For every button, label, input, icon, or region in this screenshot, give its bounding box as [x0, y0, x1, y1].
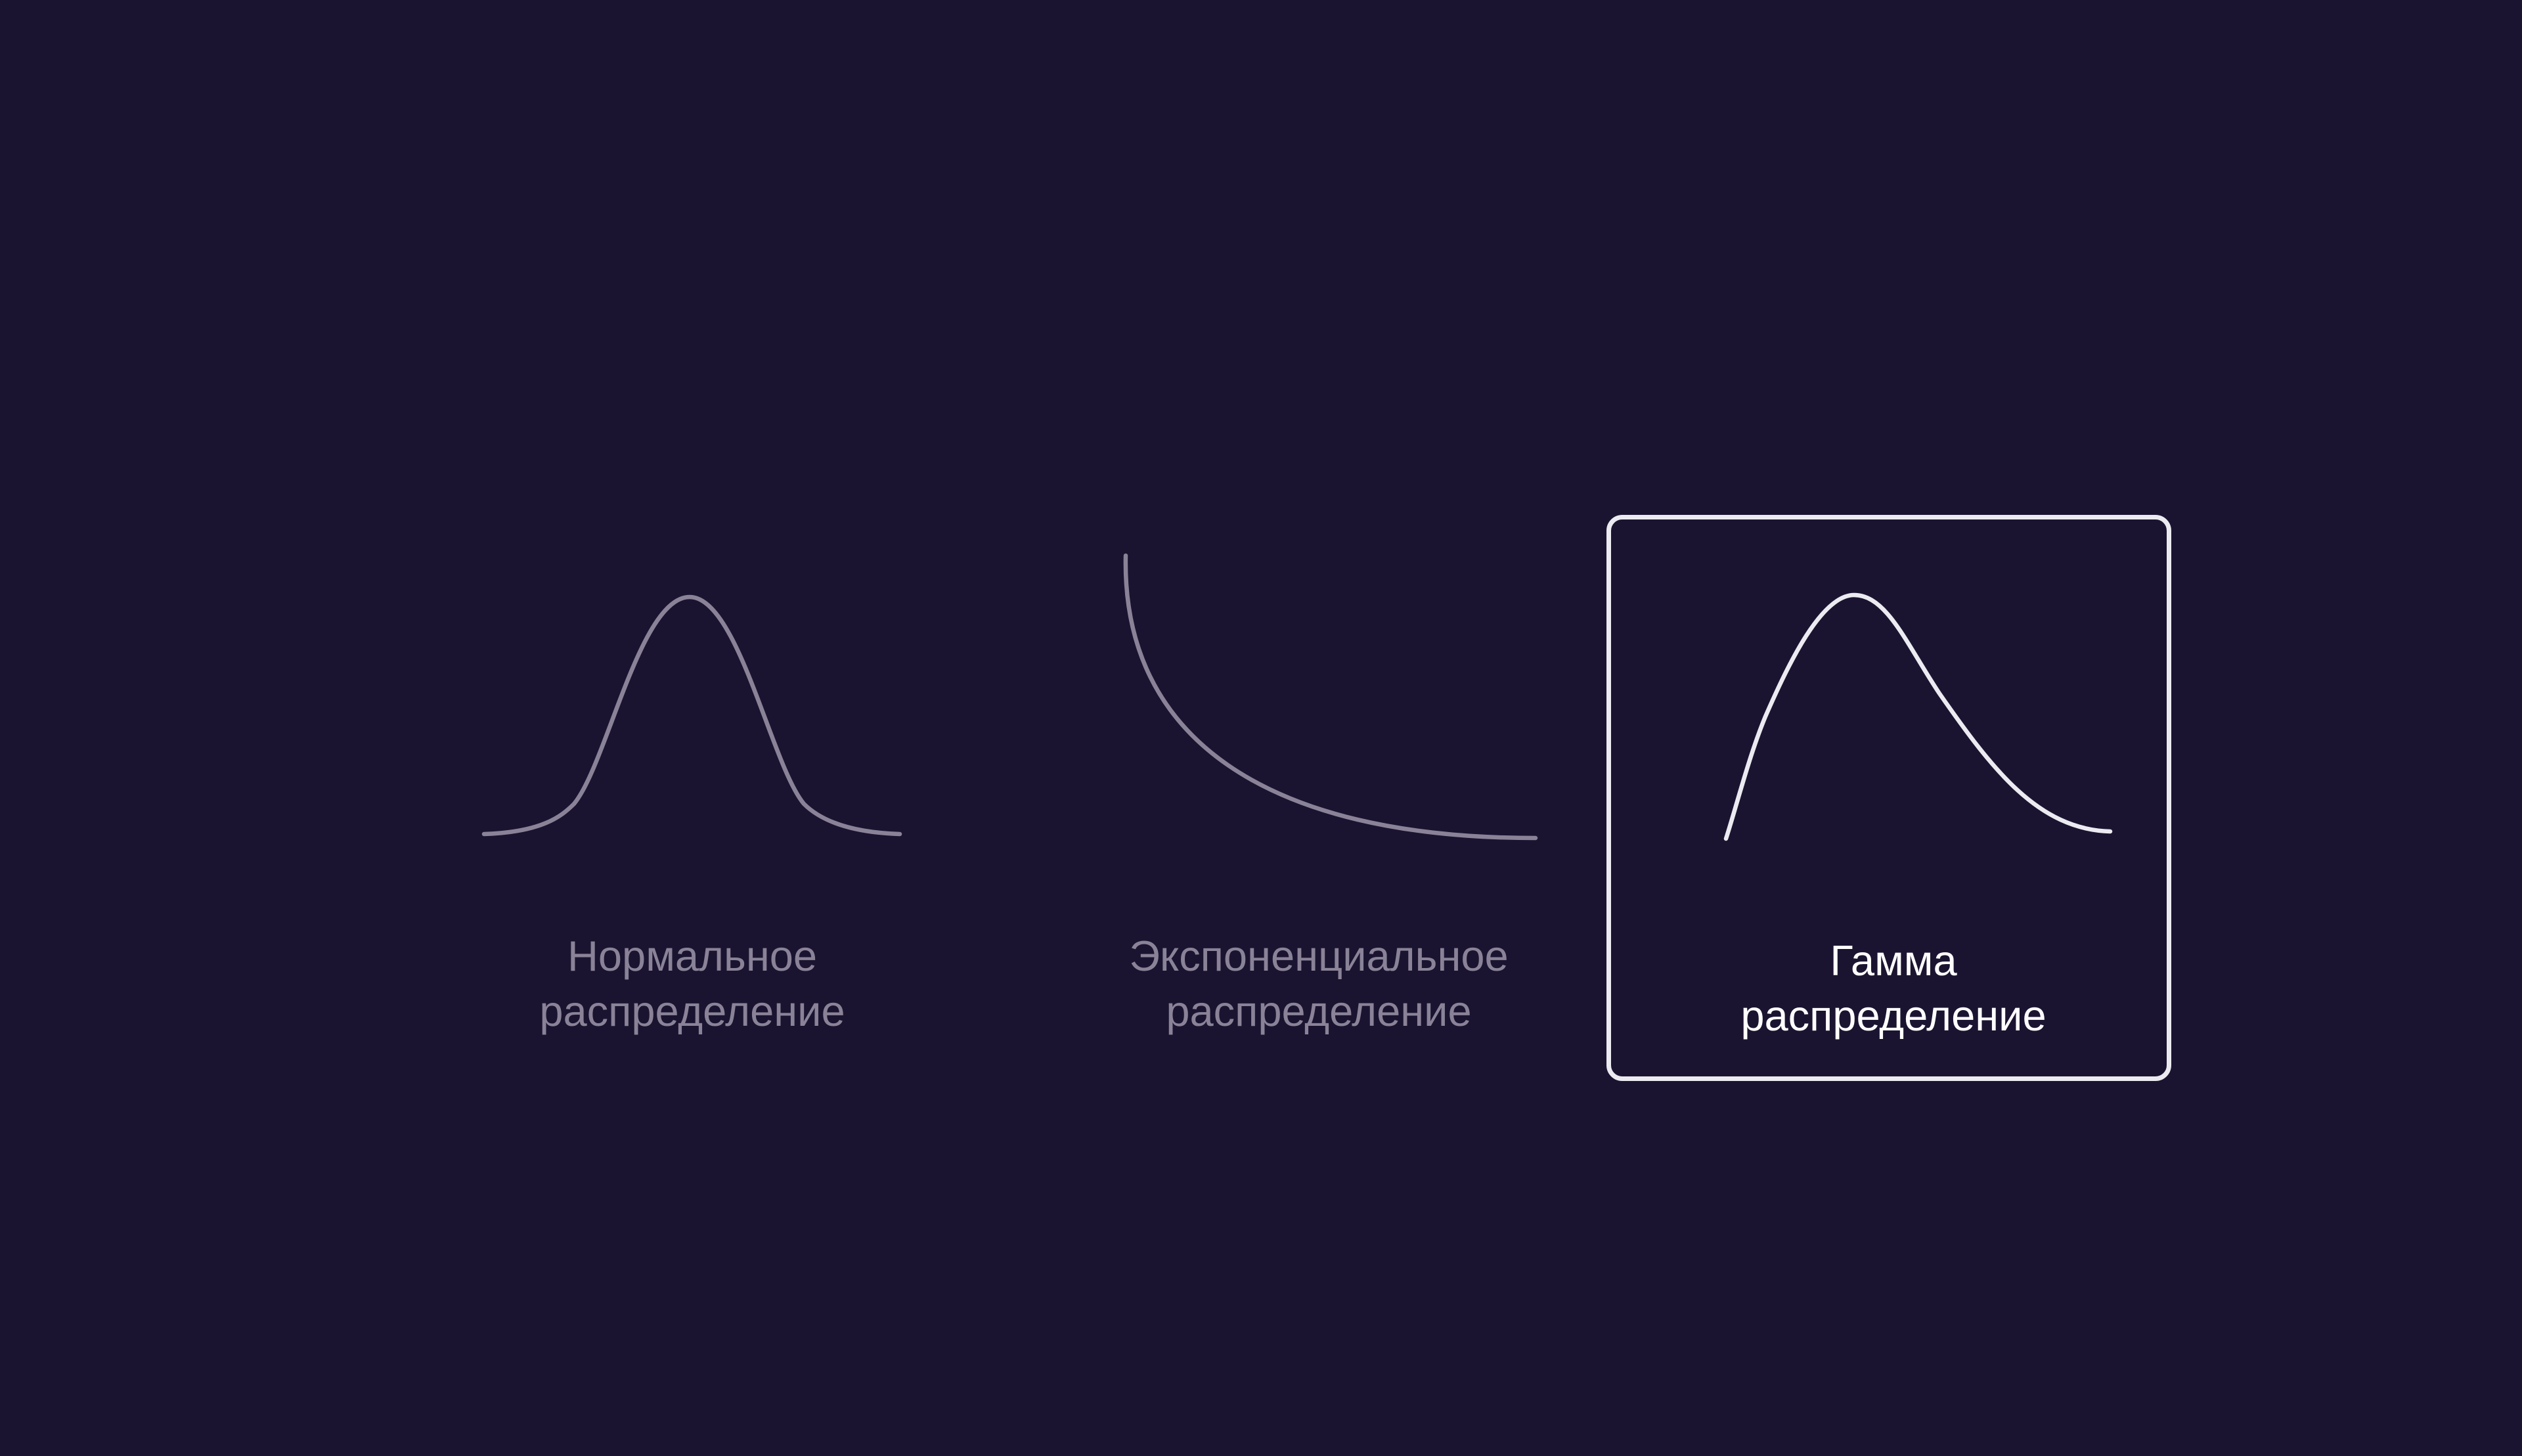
option-gamma-distribution[interactable]: Гамма распределение — [1606, 515, 2171, 1081]
gamma-curve-icon — [1723, 592, 2113, 841]
option-label-line1: Нормальное — [567, 932, 818, 980]
option-label-line1: Экспоненциальное — [1129, 932, 1509, 980]
option-label: Гамма распределение — [1611, 933, 2176, 1044]
option-label-line2: распределение — [539, 987, 845, 1035]
bell-curve-icon — [481, 594, 902, 837]
option-label-line2: распределение — [1740, 992, 2046, 1040]
option-label: Экспоненциальное распределение — [1036, 929, 1601, 1039]
option-label-line2: распределение — [1166, 987, 1472, 1035]
option-exponential-distribution[interactable]: Экспоненциальное распределение — [1036, 515, 1601, 1081]
exponential-decay-curve-icon — [1123, 553, 1538, 841]
option-label-line1: Гамма — [1830, 937, 1957, 984]
option-normal-distribution[interactable]: Нормальное распределение — [410, 515, 975, 1081]
option-label: Нормальное распределение — [410, 929, 975, 1039]
